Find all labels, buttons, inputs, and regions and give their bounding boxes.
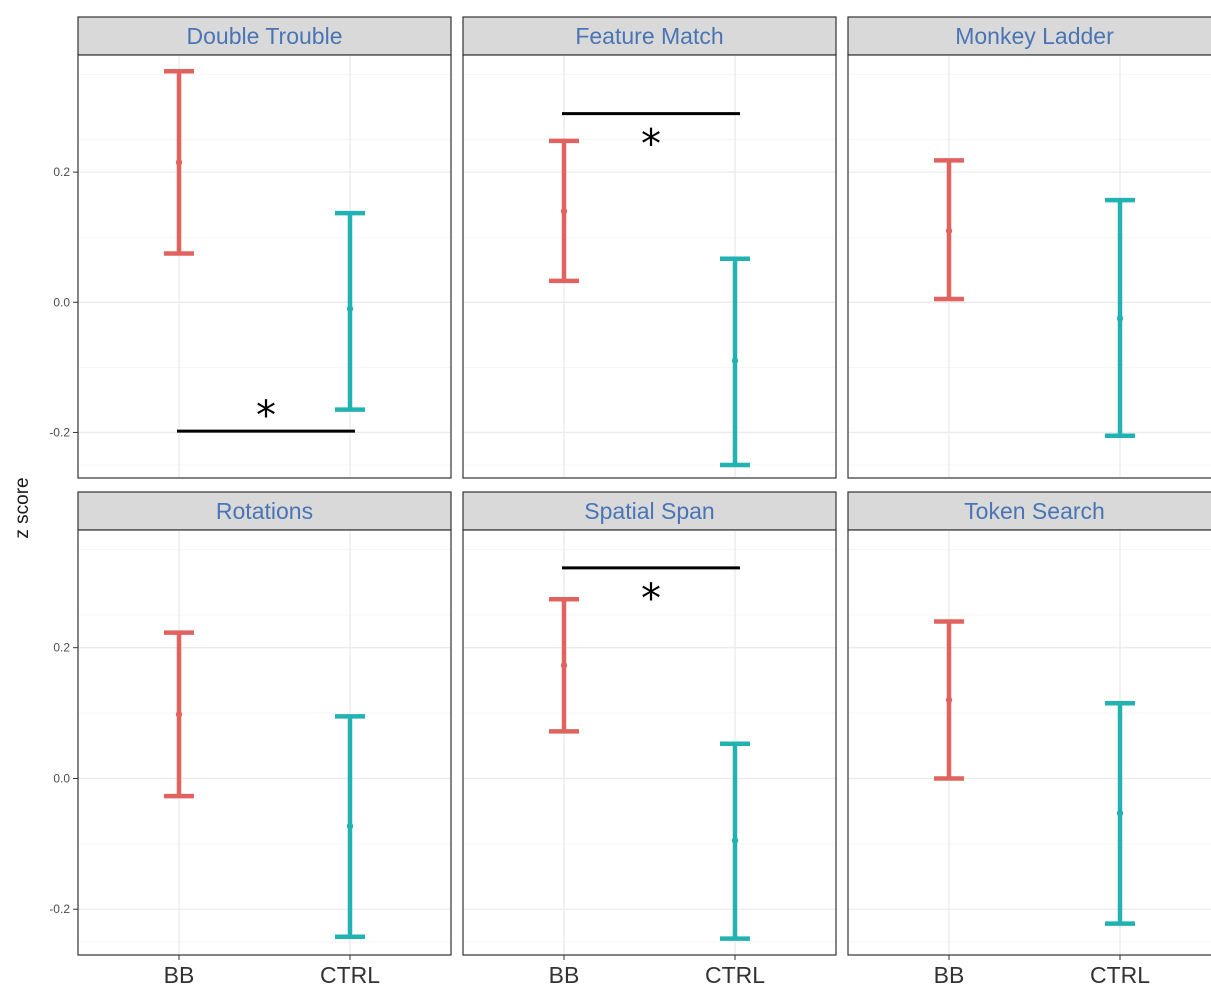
x-tick-label: BB — [549, 962, 580, 987]
panel-title: Token Search — [964, 498, 1105, 524]
panel-border — [462, 529, 837, 956]
y-tick-label: 0.0 — [53, 295, 70, 309]
mean-point — [731, 357, 739, 365]
mean-point — [175, 711, 183, 718]
panel-background — [78, 55, 451, 478]
panel-background — [848, 55, 1211, 478]
mean-point — [346, 305, 354, 312]
panel-background — [463, 530, 836, 955]
panel-feature-match: Feature Match * — [462, 16, 837, 479]
y-tick-label: 0.0 — [53, 771, 70, 785]
errorbar-bb — [934, 158, 964, 302]
mean-point — [945, 696, 953, 704]
x-tick-label: CTRL — [320, 962, 380, 987]
errorbar-bb — [164, 69, 194, 256]
mean-point — [731, 837, 739, 844]
panel-border — [847, 529, 1211, 956]
errorbar-ctrl — [720, 256, 750, 468]
significance-star: * — [641, 122, 661, 168]
x-tick-label: BB — [934, 962, 965, 987]
y-tick-label: 0.2 — [53, 641, 70, 655]
errorbar-ctrl — [1105, 197, 1135, 438]
significance-star: * — [256, 393, 276, 439]
facet-panels: Double Trouble * Feature Match * Monkey Ladd… — [77, 16, 1211, 956]
errorbar-bb — [549, 597, 579, 734]
panel-title: Rotations — [216, 498, 313, 524]
panel-title: Monkey Ladder — [955, 23, 1114, 49]
panel-double-trouble: Double Trouble * — [77, 16, 452, 479]
panel-border — [462, 54, 837, 479]
y-tick-label: 0.2 — [53, 165, 70, 179]
errorbar-ctrl — [335, 210, 365, 412]
panel-background — [848, 530, 1211, 955]
x-tick-label: BB — [164, 962, 195, 987]
y-axis-label: z score — [12, 477, 33, 538]
x-tick-label: CTRL — [705, 962, 765, 987]
mean-point — [945, 227, 953, 234]
y-axis-row-2: -0.2 0.0 0.2 — [49, 641, 78, 916]
panel-rotations: Rotations — [77, 491, 452, 956]
panel-strip — [77, 16, 452, 56]
panel-background — [78, 530, 451, 955]
mean-point — [1116, 315, 1124, 322]
significance-star: * — [641, 576, 661, 622]
errorbar-bb — [549, 138, 579, 284]
errorbar-bb — [934, 619, 964, 781]
panel-border — [847, 54, 1211, 479]
y-tick-label: -0.2 — [49, 425, 70, 439]
x-axis: BB CTRL BB CTRL BB CTRL — [164, 955, 1150, 987]
y-axes: -0.2 0.0 0.2 -0.2 0.0 0.2 — [49, 165, 78, 916]
mean-point — [175, 159, 183, 166]
x-tick-label: CTRL — [1090, 962, 1150, 987]
errorbar-ctrl — [720, 741, 750, 941]
panel-border — [77, 529, 452, 956]
errorbar-ctrl — [335, 714, 365, 939]
panel-background — [463, 55, 836, 478]
mean-point — [560, 662, 568, 669]
panel-border — [77, 54, 452, 479]
panel-strip — [847, 16, 1211, 56]
mean-point — [1116, 809, 1124, 817]
panel-monkey-ladder: Monkey Ladder — [847, 16, 1211, 479]
panel-spatial-span: Spatial Span * — [462, 491, 837, 956]
panel-title: Double Trouble — [187, 23, 343, 49]
mean-point — [346, 822, 354, 830]
errorbar-bb — [164, 630, 194, 799]
panel-strip — [847, 491, 1211, 531]
panel-token-search: Token Search — [847, 491, 1211, 956]
errorbar-ctrl — [1105, 701, 1135, 926]
panel-title: Feature Match — [575, 23, 723, 49]
panel-strip — [462, 491, 837, 531]
y-tick-label: -0.2 — [49, 902, 70, 916]
panel-title: Spatial Span — [584, 498, 714, 524]
mean-point — [560, 207, 568, 215]
panel-strip — [462, 16, 837, 56]
y-axis-row-1: -0.2 0.0 0.2 — [49, 165, 78, 439]
